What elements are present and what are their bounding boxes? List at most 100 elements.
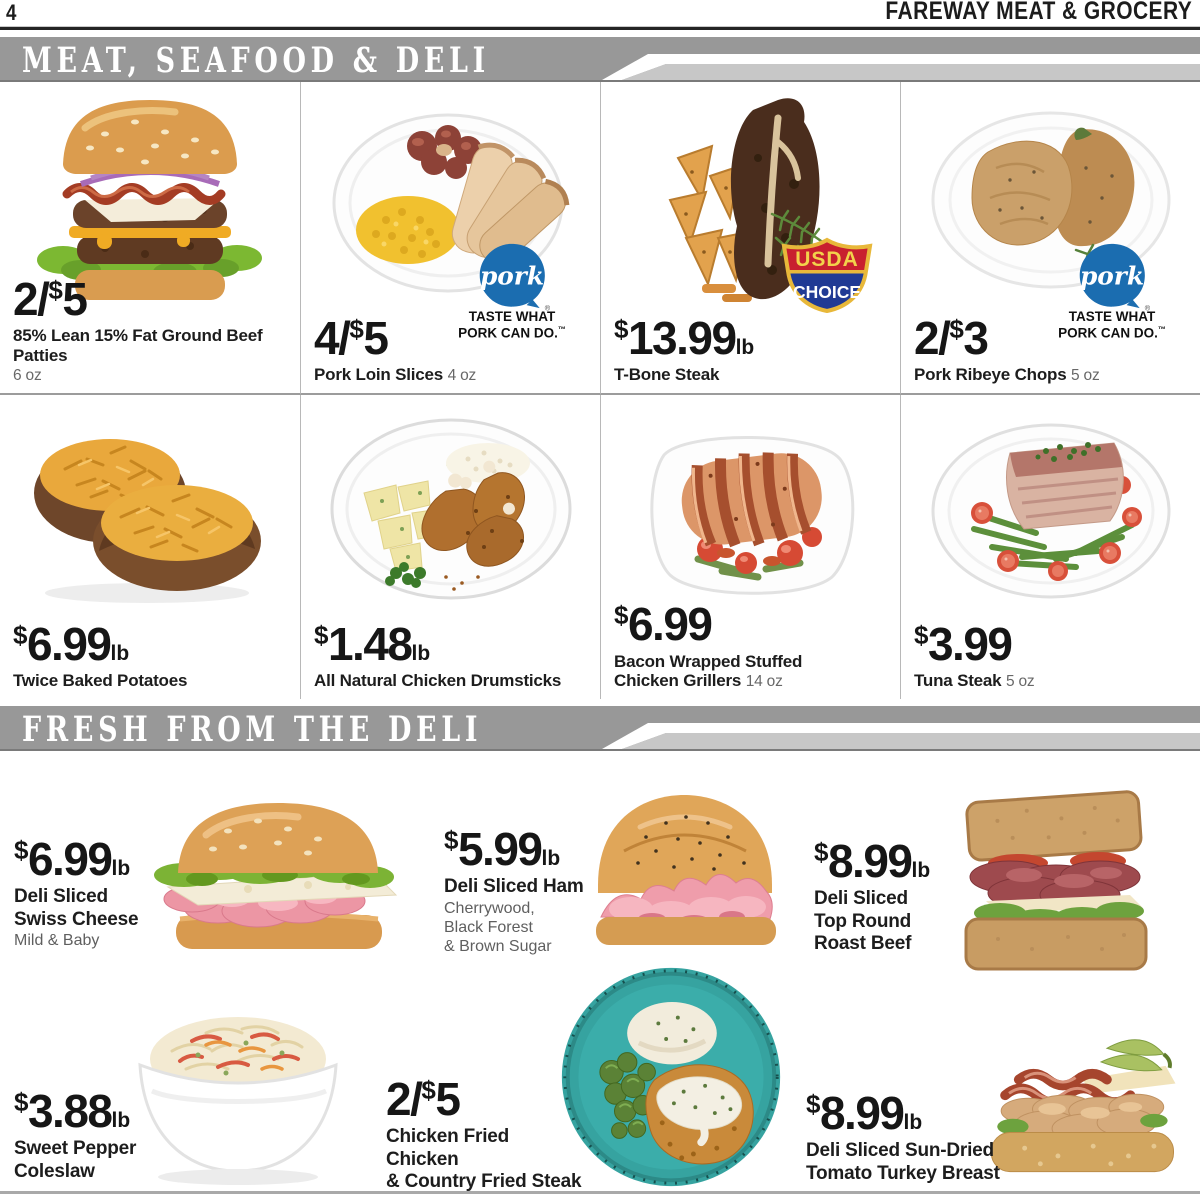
turkey-sandwich-illustration xyxy=(990,1039,1176,1173)
pork-logo-icon: pork ® xyxy=(479,244,550,312)
pork-brand: pork ® TASTE WHAT PORK CAN DO.™ xyxy=(1028,241,1196,341)
product-info: 2/$5 85% Lean 15% Fat Ground Beef Pattie… xyxy=(13,272,294,385)
product-subtext: Mild & Baby xyxy=(14,932,100,950)
trademark: ™ xyxy=(1157,324,1166,334)
section-title-meat: MEAT, SEAFOOD & DELI xyxy=(22,40,490,81)
section-banner-meat: MEAT, SEAFOOD & DELI xyxy=(0,37,1200,82)
product-name: Chicken Fried Chicken & Country Fried St… xyxy=(386,1126,582,1193)
page-number: 4 xyxy=(6,0,17,25)
drumsticks-illustration xyxy=(330,418,571,600)
page-bottom-rule xyxy=(0,1191,1200,1194)
chicken-fried-plate-illustration xyxy=(561,967,781,1187)
product-size: 14 oz xyxy=(745,673,783,691)
choice-text: CHOICE xyxy=(793,282,861,302)
usda-choice-shield-icon: USDA CHOICE xyxy=(781,237,873,314)
pork-tagline: TASTE WHAT PORK CAN DO.™ xyxy=(458,309,566,341)
usda-text: USDA xyxy=(795,248,859,271)
ribeye-chops-illustration xyxy=(931,111,1170,289)
coleslaw-bowl-illustration xyxy=(138,1017,338,1185)
deli-info-swiss-cheese: $6.99lb Deli Sliced Swiss Cheese Mild & … xyxy=(14,836,174,951)
ham-roll-illustration xyxy=(596,795,776,945)
twice-baked-potatoes-illustration xyxy=(34,439,261,603)
section-title-deli: FRESH FROM THE DELI xyxy=(22,709,483,750)
product-info: $1.48lb All Natural Chicken Drumsticks xyxy=(314,617,594,691)
burger-illustration xyxy=(37,100,262,300)
product-card-ground-beef-patties: 2/$5 85% Lean 15% Fat Ground Beef Pattie… xyxy=(0,82,300,395)
product-photo-drumsticks xyxy=(301,401,600,613)
product-subtext: Cherrywood, Black Forest & Brown Sugar xyxy=(444,899,552,955)
deli-info-chicken-fried: 2/$5 Chicken Fried Chicken & Country Fri… xyxy=(386,1073,586,1194)
usda-choice-badge: USDA CHOICE xyxy=(776,236,878,319)
product-price: $3.88lb xyxy=(14,1085,131,1137)
registered-mark: ® xyxy=(545,304,550,312)
product-card-chicken-grillers: $6.99 Bacon Wrapped Stuffed Chicken Gril… xyxy=(600,395,900,699)
product-info: 4/$5 Pork Loin Slices 4 oz xyxy=(314,311,594,385)
registered-mark: ® xyxy=(1145,304,1150,312)
deli-info-turkey-breast: $8.99lb Deli Sliced Sun-Dried Tomato Tur… xyxy=(806,1087,1006,1185)
pork-logo-icon: pork ® xyxy=(1079,244,1150,312)
product-price: 2/$5 xyxy=(386,1073,461,1125)
chicken-grillers-illustration xyxy=(649,435,854,595)
deli-photo-swiss-sandwich xyxy=(128,787,428,967)
product-price: $13.99lb xyxy=(614,311,755,364)
product-price: $3.99 xyxy=(914,617,1013,670)
product-name: Twice Baked Potatoes xyxy=(13,671,188,691)
product-price: 4/$5 xyxy=(314,311,389,364)
product-card-pork-ribeye-chops: pork ® TASTE WHAT PORK CAN DO.™ 2/$3 Pork… xyxy=(900,82,1200,395)
product-photo-ribeye-chops xyxy=(901,88,1200,306)
pork-tagline: TASTE WHAT PORK CAN DO.™ xyxy=(1058,309,1166,341)
product-info: $13.99lb T-Bone Steak xyxy=(614,311,894,385)
product-name: Pork Ribeye Chops 5 oz xyxy=(914,365,1100,385)
product-name: All Natural Chicken Drumsticks xyxy=(314,671,562,691)
banner-stripe-gray xyxy=(622,733,1200,749)
tuna-steak-illustration xyxy=(931,423,1170,599)
product-size: 5 oz xyxy=(1071,367,1100,385)
product-size: 4 oz xyxy=(447,367,477,385)
product-photo-tuna-steak xyxy=(901,401,1200,611)
store-name: FAREWAY MEAT & GROCERY xyxy=(885,0,1192,25)
product-price: $6.99lb xyxy=(13,617,130,670)
product-photo-t-bone xyxy=(601,88,900,320)
trademark: ™ xyxy=(557,324,566,334)
swiss-sandwich-illustration xyxy=(154,803,398,949)
product-photo-chicken-grillers xyxy=(601,401,900,607)
product-name: Deli Sliced Swiss Cheese xyxy=(14,886,139,930)
pork-logo-text: pork xyxy=(480,262,544,291)
product-card-twice-baked-potatoes: $6.99lb Twice Baked Potatoes xyxy=(0,395,300,699)
deli-photo-turkey-sandwich xyxy=(962,983,1197,1190)
product-name: Sweet Pepper Coleslaw xyxy=(14,1138,137,1182)
pork-logo-text: pork xyxy=(1080,262,1144,291)
deli-info-roast-beef: $8.99lb Deli Sliced Top Round Roast Beef xyxy=(814,835,984,956)
product-info: $6.99 Bacon Wrapped Stuffed Chicken Gril… xyxy=(614,601,894,691)
deli-info-coleslaw: $3.88lb Sweet Pepper Coleslaw xyxy=(14,1085,174,1183)
product-photo-twice-baked-potatoes xyxy=(0,401,300,611)
meat-product-grid: 2/$5 85% Lean 15% Fat Ground Beef Pattie… xyxy=(0,82,1200,699)
product-price: 2/$3 xyxy=(914,311,989,364)
product-price: $5.99lb xyxy=(444,823,561,875)
product-price: $8.99lb xyxy=(814,835,931,887)
t-bone-illustration xyxy=(668,98,829,302)
product-name: 85% Lean 15% Fat Ground Beef Patties 6 o… xyxy=(13,326,263,385)
product-name: T-Bone Steak xyxy=(614,365,720,385)
product-info: $6.99lb Twice Baked Potatoes xyxy=(13,617,294,691)
product-card-chicken-drumsticks: $1.48lb All Natural Chicken Drumsticks xyxy=(300,395,600,699)
deli-photo-ham-roll xyxy=(556,767,812,967)
section-banner-deli: FRESH FROM THE DELI xyxy=(0,706,1200,751)
product-name: Pork Loin Slices 4 oz xyxy=(314,365,477,385)
product-price: $8.99lb xyxy=(806,1087,923,1139)
product-card-pork-loin-slices: pork ® TASTE WHAT PORK CAN DO.™ 4/$5 Pork… xyxy=(300,82,600,395)
product-name: Tuna Steak 5 oz xyxy=(914,671,1035,691)
page-header: 4 FAREWAY MEAT & GROCERY xyxy=(0,0,1200,26)
product-name: Deli Sliced Top Round Roast Beef xyxy=(814,888,912,955)
product-price: 2/$5 xyxy=(13,272,88,325)
deli-photo-chicken-fried-plate xyxy=(556,963,786,1194)
product-photo-burger xyxy=(0,88,300,306)
product-name: Deli Sliced Ham xyxy=(444,876,584,898)
product-price: $1.48lb xyxy=(314,617,431,670)
deli-photo-roast-beef-sandwich xyxy=(928,779,1178,984)
roast-beef-sandwich-illustration xyxy=(964,790,1148,971)
banner-stripe-gray xyxy=(622,64,1200,80)
deli-info-ham: $5.99lb Deli Sliced Ham Cherrywood, Blac… xyxy=(444,823,604,956)
deli-product-area: $6.99lb Deli Sliced Swiss Cheese Mild & … xyxy=(0,751,1200,1194)
